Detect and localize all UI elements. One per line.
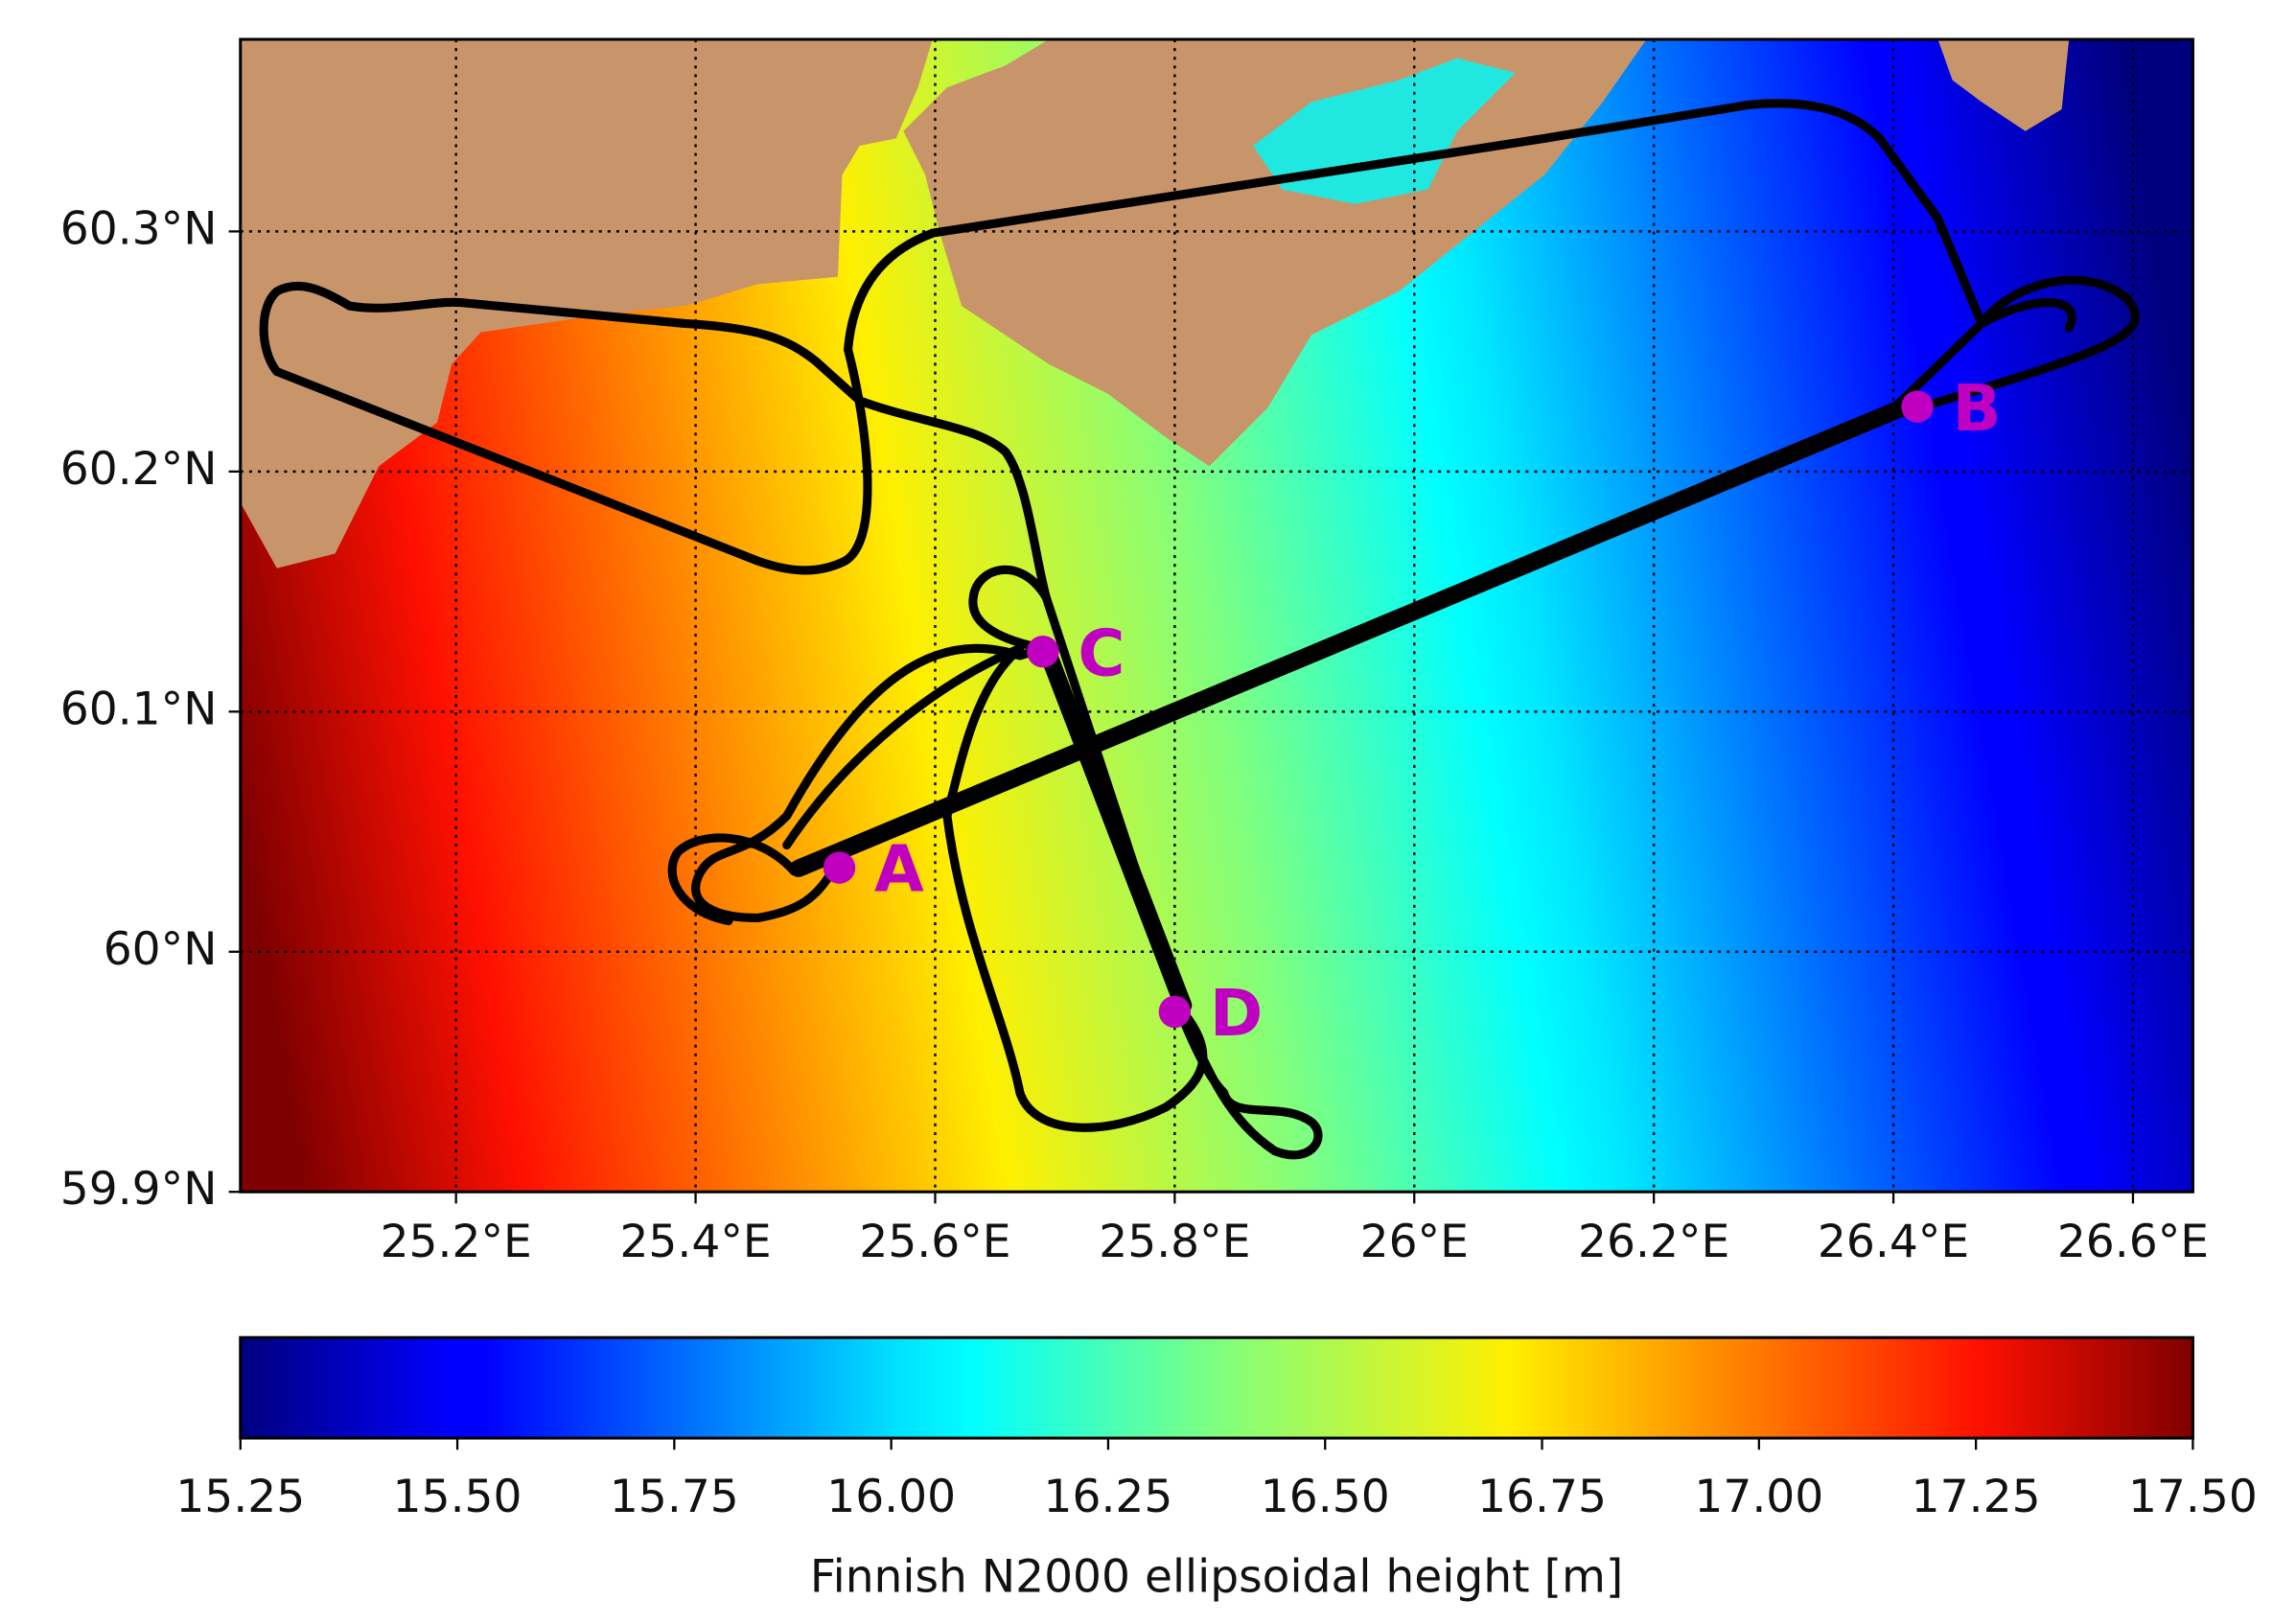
colorbar-tick-label: 15.25	[175, 1471, 305, 1523]
x-tick-label: 26°E	[1360, 1216, 1469, 1268]
colorbar-tick-label: 15.75	[610, 1471, 739, 1523]
y-tick-label: 60°N	[104, 923, 218, 976]
y-tick-label: 59.9°N	[60, 1163, 218, 1216]
point	[1158, 995, 1192, 1029]
colorbar-tick-label: 16.75	[1477, 1471, 1607, 1523]
x-tick-label: 26.4°E	[1818, 1216, 1969, 1268]
colorbar-label: Finnish N2000 ellipsoidal height [m]	[810, 1550, 1623, 1603]
x-tick-label: 25.4°E	[619, 1216, 771, 1268]
colorbar-tick-label: 16.25	[1044, 1471, 1173, 1523]
land	[903, 39, 1647, 467]
colorbar-tick-label: 16.50	[1261, 1471, 1390, 1523]
water-inlet	[1253, 58, 1516, 204]
x-tick-label: 26.2°E	[1578, 1216, 1729, 1268]
point	[1027, 635, 1059, 668]
colorbar-tick-label: 16.00	[826, 1471, 956, 1523]
x-tick-label: 25.6°E	[859, 1216, 1010, 1268]
plot-frame	[239, 37, 2194, 1194]
x-tick-label: 25.2°E	[381, 1216, 532, 1268]
land	[1937, 39, 2070, 131]
x-tick-label: 26.6°E	[2057, 1216, 2209, 1268]
colorbar	[239, 1335, 2194, 1440]
land	[240, 39, 933, 568]
colorbar-tick-label: 17.50	[2128, 1471, 2258, 1523]
colorbar-tick-label: 15.50	[393, 1471, 522, 1523]
y-tick-label: 60.1°N	[60, 683, 218, 735]
y-tick-label: 60.3°N	[60, 202, 218, 255]
point	[823, 851, 856, 884]
flight-track	[259, 99, 2140, 1160]
point-label: A	[874, 832, 924, 907]
point	[1901, 390, 1934, 423]
colorbar-tick-label: 17.25	[1912, 1471, 2041, 1523]
point-label: D	[1210, 976, 1264, 1051]
y-tick-label: 60.2°N	[60, 443, 218, 496]
flight-track	[789, 396, 1918, 1014]
point-label: B	[1953, 371, 2002, 446]
x-tick-label: 25.8°E	[1099, 1216, 1250, 1268]
point-label: C	[1078, 615, 1125, 690]
colorbar-tick-label: 17.00	[1694, 1471, 1823, 1523]
